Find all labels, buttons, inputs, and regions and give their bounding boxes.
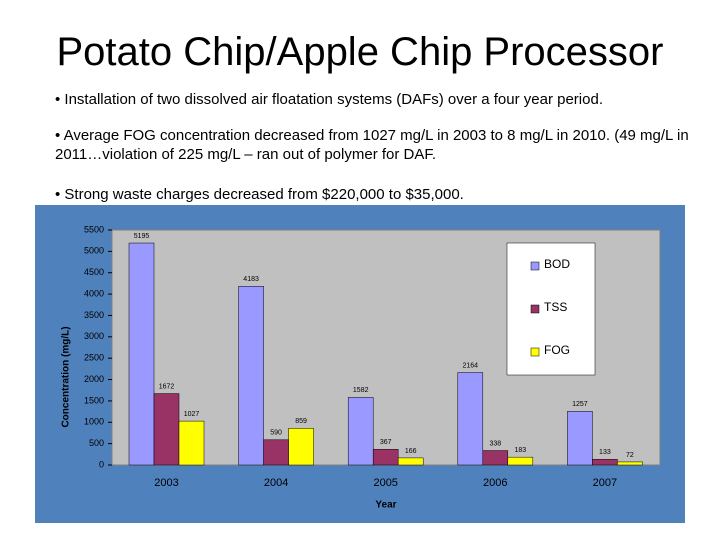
legend-label: BOD [544,257,570,271]
y-tick-label: 0 [99,459,104,469]
x-axis-title: Year [375,500,396,511]
data-label: 1257 [572,401,588,408]
y-tick-label: 3000 [84,331,104,341]
bar [347,397,374,466]
data-label: 859 [295,418,307,425]
x-tick-label: 2005 [373,477,397,489]
bar [288,428,314,466]
x-tick-label: 2003 [154,477,178,489]
bar [507,456,534,466]
y-tick-label: 3500 [84,310,104,320]
bar [457,372,484,466]
data-label: 166 [405,448,417,455]
data-label: 4183 [243,276,259,283]
slide-title: Potato Chip/Apple Chip Processor [56,30,664,74]
bar [153,393,180,466]
bullet: • Strong waste charges decreased from $2… [55,186,464,203]
x-tick-label: 2004 [264,477,288,489]
legend [506,242,596,376]
y-tick-label: 2500 [84,353,104,363]
bar [397,457,424,466]
data-label: 72 [626,452,634,459]
data-label: 1582 [353,387,369,394]
legend-label: FOG [544,343,570,357]
bullet: • Average FOG concentration decreased fr… [55,127,689,163]
data-label: 1027 [184,411,200,418]
bar [592,459,618,466]
data-label: 1672 [159,383,175,390]
y-tick-label: 5000 [84,246,104,256]
bar [178,420,205,466]
data-label: 183 [514,447,526,454]
legend-label: TSS [544,300,567,314]
x-tick-label: 2007 [593,477,617,489]
y-tick-label: 5500 [84,224,104,234]
bar [238,286,264,466]
data-label: 133 [599,449,611,456]
data-label: 5195 [134,233,150,240]
data-label: 367 [380,439,392,446]
data-label: 338 [489,440,501,447]
y-tick-label: 2000 [84,374,104,384]
bar [372,449,399,466]
y-tick-label: 4000 [84,288,104,298]
y-tick-label: 4500 [84,267,104,277]
y-tick-label: 500 [89,438,104,448]
data-label: 590 [270,430,282,437]
bar [617,461,643,466]
bar [567,411,593,466]
bar [263,439,289,466]
bullet: • Installation of two dissolved air floa… [55,91,603,108]
legend-swatch [530,261,540,271]
y-tick-label: 1500 [84,395,104,405]
y-axis-title: Concentration (mg/L) [61,326,72,427]
legend-swatch [530,347,540,357]
x-tick-label: 2006 [483,477,507,489]
data-label: 2164 [463,362,479,369]
bar [482,450,509,466]
y-tick-label: 1000 [84,417,104,427]
bar [128,242,155,466]
legend-swatch [530,304,540,314]
